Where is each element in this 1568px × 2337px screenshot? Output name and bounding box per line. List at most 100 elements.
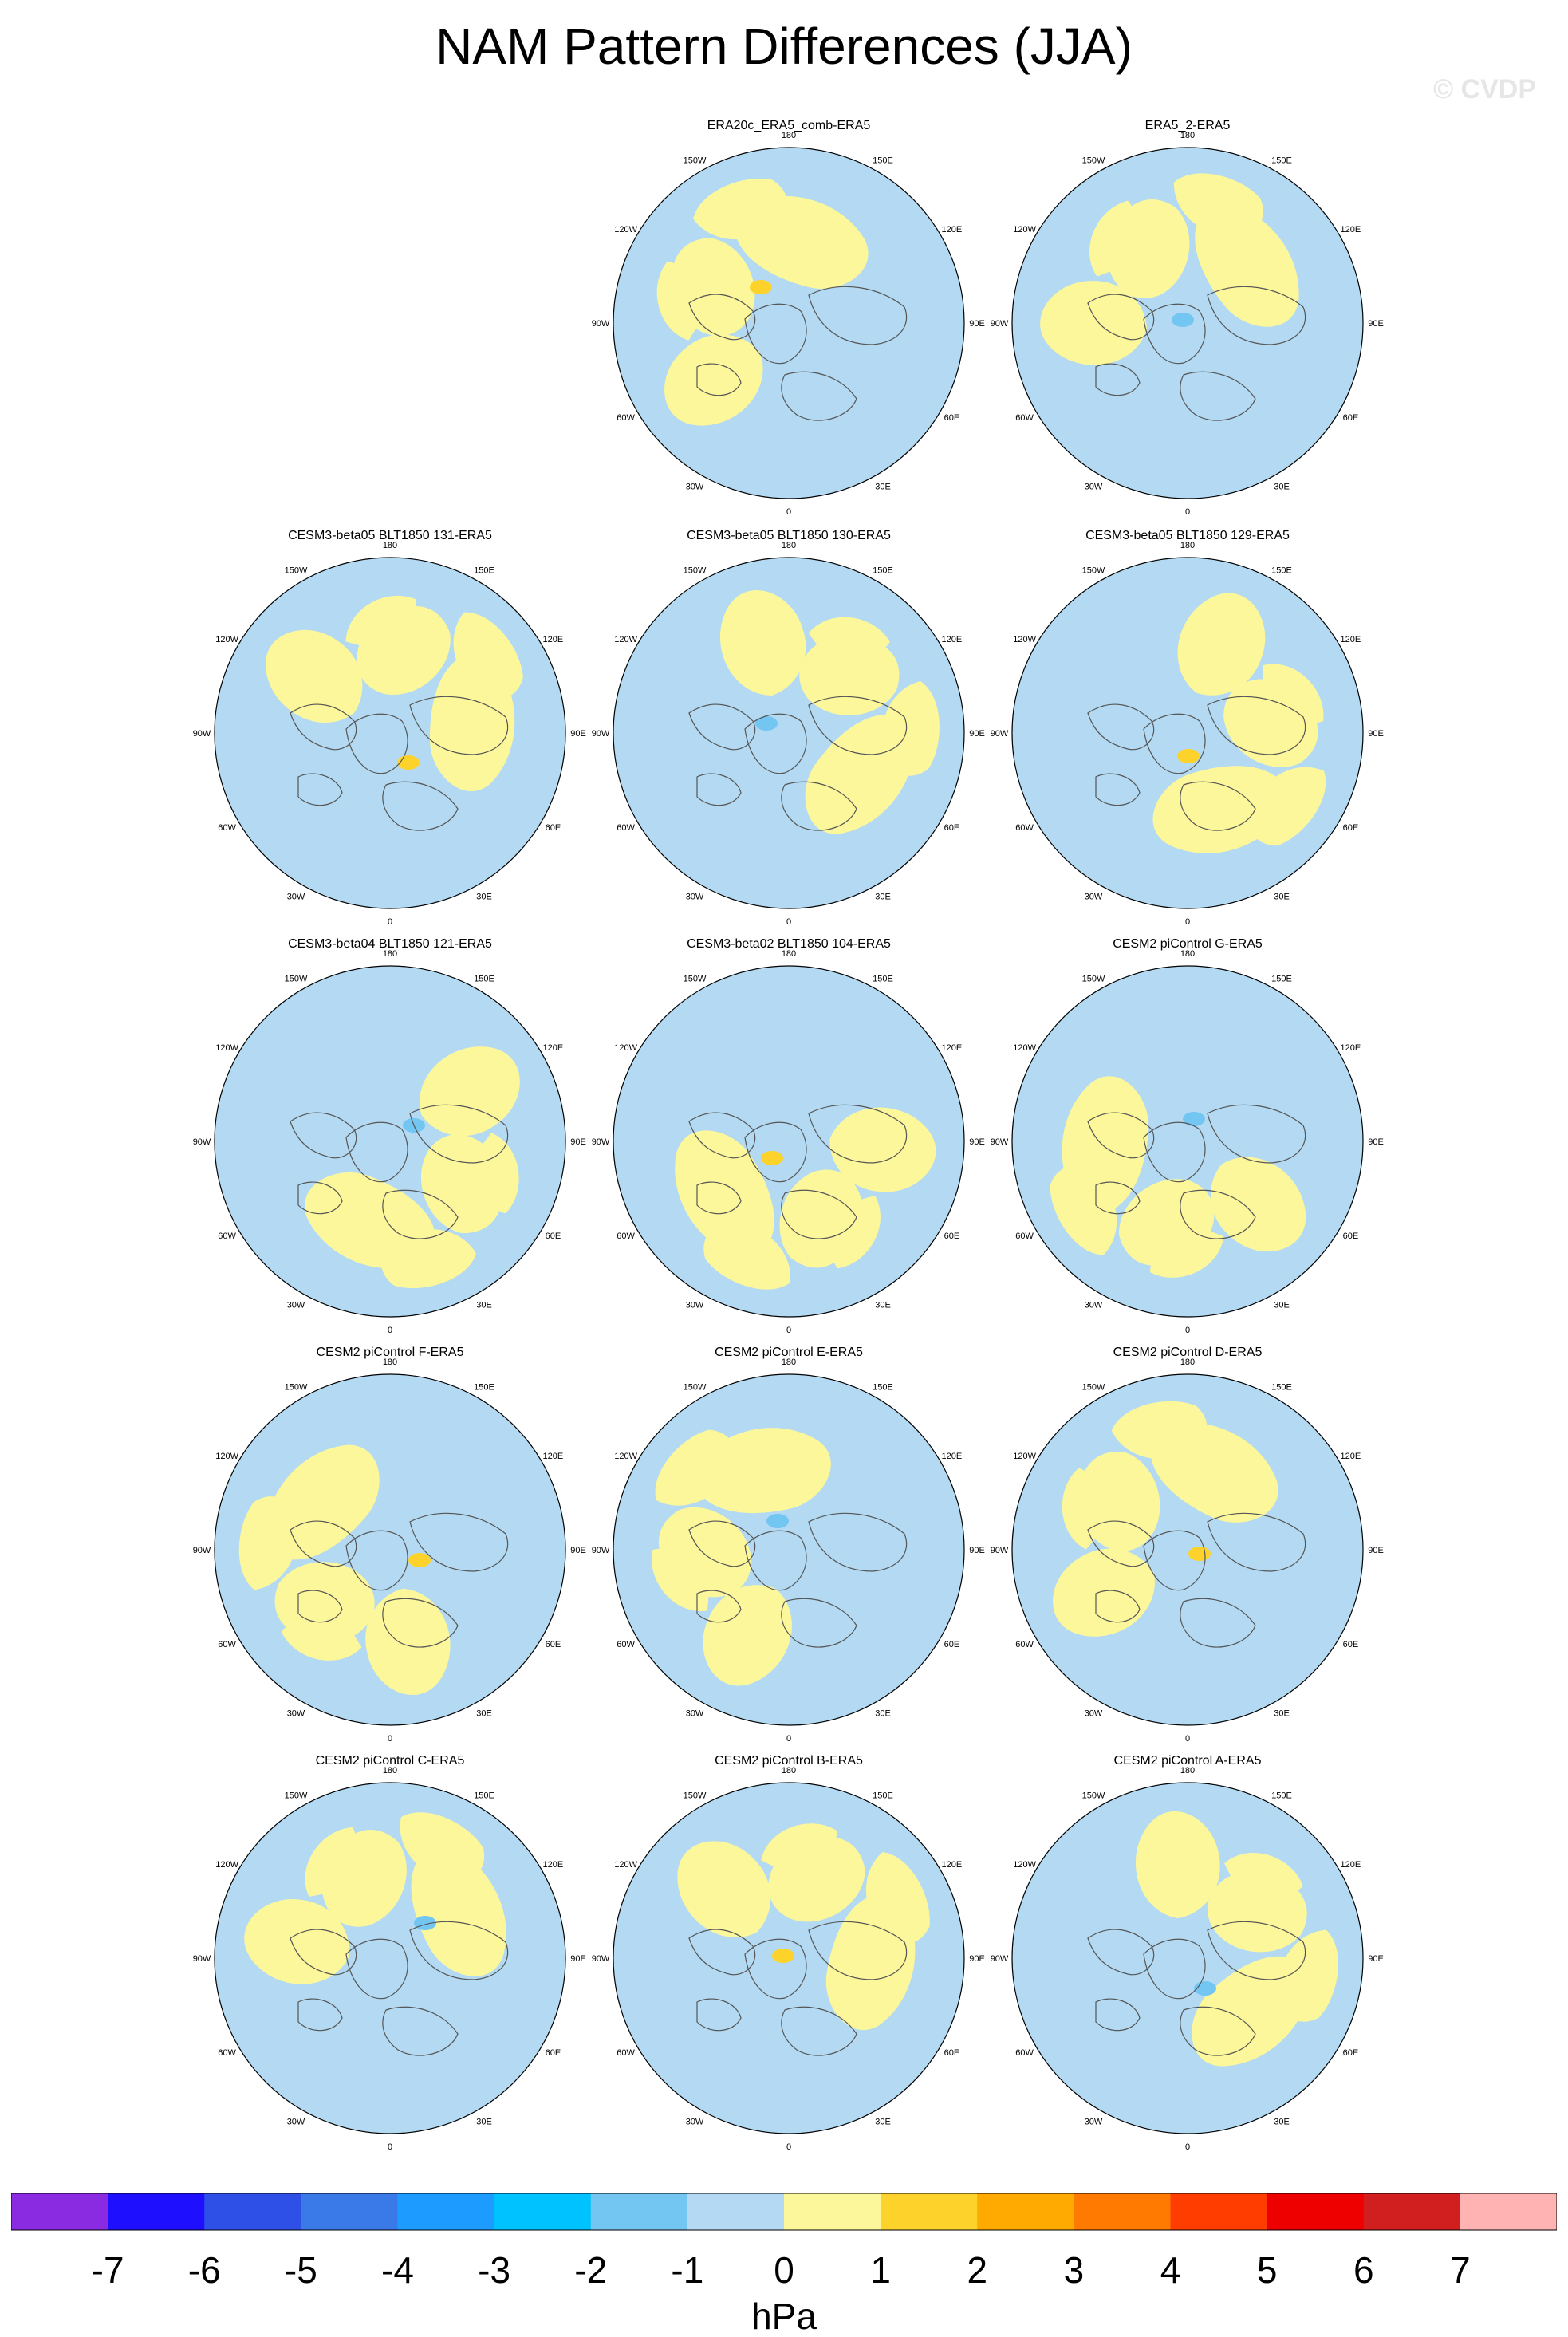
anomaly-region bbox=[1172, 313, 1194, 327]
longitude-label: 150W bbox=[285, 1383, 308, 1393]
coastline bbox=[290, 1112, 357, 1159]
longitude-label: 120E bbox=[942, 635, 963, 644]
longitude-label: 60W bbox=[1015, 2048, 1034, 2058]
positive-region bbox=[761, 1823, 838, 1871]
positive-region bbox=[1224, 1853, 1303, 1898]
coastline bbox=[808, 1512, 908, 1572]
coastline bbox=[1207, 696, 1306, 755]
panel-title: CESM2 piControl A-ERA5 bbox=[1113, 1754, 1262, 1768]
coastline bbox=[1087, 1929, 1155, 1976]
longitude-label: 30W bbox=[1085, 892, 1103, 901]
longitude-label: 90W bbox=[592, 1137, 610, 1147]
longitude-label: 120W bbox=[614, 225, 637, 234]
map-panel: CESM2 piControl E-ERA5 180 150E 120E 90E 60E… bbox=[592, 1345, 985, 1744]
coastline bbox=[696, 1998, 742, 2032]
coastline bbox=[1180, 1598, 1256, 1648]
longitude-label: 0 bbox=[1185, 1326, 1190, 1335]
coastline bbox=[1143, 1121, 1206, 1183]
longitude-label: 120E bbox=[543, 1043, 564, 1053]
longitude-label: 30W bbox=[287, 2117, 305, 2126]
coastline bbox=[1087, 1112, 1155, 1159]
positive-region bbox=[265, 629, 363, 723]
longitude-label: 60E bbox=[1343, 823, 1359, 833]
anomaly-region bbox=[761, 1151, 783, 1165]
longitude-label: 120W bbox=[1013, 635, 1036, 644]
longitude-label: 150E bbox=[474, 975, 494, 984]
coastline bbox=[1143, 1938, 1206, 2000]
colorbar bbox=[11, 2193, 1557, 2231]
longitude-label: 120E bbox=[543, 635, 564, 644]
coastline bbox=[297, 773, 343, 806]
coastline bbox=[781, 2006, 857, 2056]
colorbar-swatch bbox=[108, 2193, 205, 2230]
polar-map: 180 150E 120E 90E 60E 30E 0 30W 60W 90W 120W 150W bbox=[592, 949, 985, 1335]
longitude-label: 60W bbox=[218, 823, 236, 833]
longitude-label: 90W bbox=[193, 1137, 211, 1147]
polar-map: 180 150E 120E 90E 60E 30E 0 30W 60W 90W 120W 150W bbox=[991, 541, 1384, 927]
coastline bbox=[781, 371, 857, 421]
longitude-label: 30W bbox=[686, 482, 704, 491]
positive-region bbox=[400, 1812, 485, 1881]
longitude-label: 90E bbox=[969, 1137, 985, 1147]
longitude-label: 150W bbox=[684, 1791, 707, 1801]
longitude-label: 30W bbox=[287, 1300, 305, 1310]
anomaly-region bbox=[750, 280, 772, 294]
map-border bbox=[613, 965, 965, 1318]
coastline bbox=[1207, 286, 1306, 345]
longitude-label: 120E bbox=[543, 1452, 564, 1461]
longitude-label: 150E bbox=[1271, 1791, 1292, 1801]
coastline bbox=[1087, 294, 1155, 341]
longitude-label: 90W bbox=[592, 1546, 610, 1555]
longitude-label: 180 bbox=[1180, 541, 1195, 550]
colorbar-tick-label: -7 bbox=[91, 2249, 124, 2291]
positive-region bbox=[829, 1107, 936, 1192]
positive-region bbox=[664, 334, 763, 426]
coastline bbox=[688, 1520, 756, 1567]
coastline bbox=[290, 1520, 357, 1567]
longitude-label: 150E bbox=[1271, 566, 1292, 576]
longitude-label: 150E bbox=[873, 975, 893, 984]
longitude-label: 60E bbox=[944, 1640, 960, 1649]
longitude-label: 180 bbox=[782, 541, 796, 550]
longitude-label: 0 bbox=[786, 2142, 791, 2152]
coastline bbox=[1180, 781, 1256, 831]
coastline bbox=[409, 696, 509, 755]
page-title: NAM Pattern Differences (JJA) bbox=[435, 18, 1133, 75]
polar-map: 180 150E 120E 90E 60E 30E 0 30W 60W 90W 120W 150W bbox=[991, 949, 1384, 1335]
longitude-label: 90E bbox=[969, 1546, 985, 1555]
longitude-label: 60E bbox=[1343, 2048, 1359, 2058]
polar-map: 180 150E 120E 90E 60E 30E 0 30W 60W 90W 120W 150W bbox=[592, 1766, 985, 2152]
coastline bbox=[345, 1530, 408, 1591]
colorbar-tick-label: -3 bbox=[478, 2249, 511, 2291]
longitude-label: 120E bbox=[1341, 1860, 1361, 1870]
colorbar-swatch bbox=[687, 2193, 785, 2230]
panel-title: CESM2 piControl F-ERA5 bbox=[316, 1346, 464, 1359]
panel-title: CESM2 piControl B-ERA5 bbox=[715, 1754, 863, 1768]
coastline bbox=[808, 1921, 908, 1980]
coastline bbox=[688, 1929, 756, 1976]
longitude-label: 60E bbox=[546, 1232, 561, 1241]
colorbar-tick-label: 4 bbox=[1160, 2249, 1181, 2291]
longitude-label: 60E bbox=[944, 2048, 960, 2058]
coastline bbox=[744, 303, 807, 365]
positive-region bbox=[1040, 281, 1148, 365]
map-border bbox=[1011, 557, 1364, 909]
longitude-label: 120W bbox=[215, 1452, 238, 1461]
map-panel: CESM2 piControl B-ERA5 180 150E 120E 90E 60E… bbox=[592, 1753, 985, 2152]
colorbar-swatch bbox=[301, 2193, 399, 2230]
coastline bbox=[1143, 1530, 1206, 1591]
map-panel: CESM2 piControl A-ERA5 180 150E 120E 90E 60E… bbox=[991, 1753, 1384, 2152]
longitude-label: 90E bbox=[570, 1546, 586, 1555]
map-border bbox=[1011, 1373, 1364, 1726]
coastline bbox=[297, 1998, 343, 2032]
positive-region bbox=[305, 1827, 358, 1897]
coastline bbox=[382, 781, 459, 831]
positive-region bbox=[1062, 1468, 1105, 1550]
coastline bbox=[1087, 703, 1155, 751]
longitude-label: 0 bbox=[388, 917, 392, 927]
colorbar-tick-label: 6 bbox=[1353, 2249, 1374, 2291]
coastline bbox=[781, 1189, 857, 1239]
longitude-label: 90E bbox=[969, 729, 985, 739]
coastline bbox=[781, 1598, 857, 1648]
longitude-label: 150W bbox=[1082, 566, 1105, 576]
